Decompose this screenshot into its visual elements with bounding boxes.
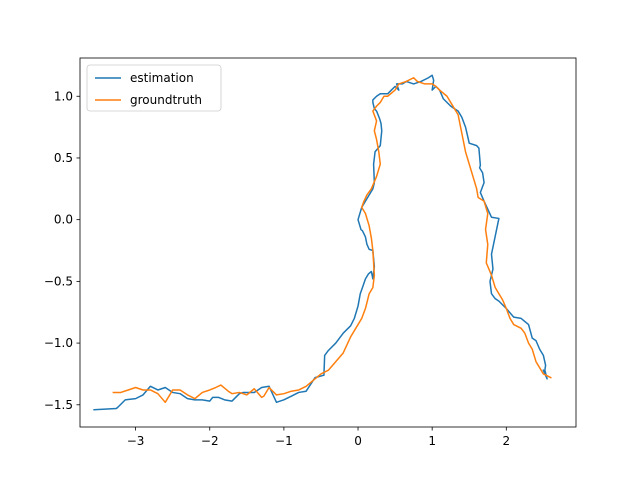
y-tick-label: −1.5 — [44, 398, 73, 412]
plot-area — [93, 74, 552, 411]
x-tick-label: −1 — [275, 434, 293, 448]
y-tick-label: −0.5 — [44, 274, 73, 288]
legend-label-groundtruth: groundtruth — [130, 93, 202, 107]
x-tick-label: 2 — [502, 434, 510, 448]
x-tick-label: 0 — [354, 434, 362, 448]
axes-frame — [79, 57, 577, 428]
legend-label-estimation: estimation — [130, 71, 194, 85]
y-tick-label: 1.0 — [54, 89, 73, 103]
x-tick-label: 1 — [428, 434, 436, 448]
x-tick-label: −3 — [127, 434, 145, 448]
y-tick-label: 0.0 — [54, 213, 73, 227]
x-tick-label: −2 — [201, 434, 219, 448]
y-tick-label: 0.5 — [54, 151, 73, 165]
axes: −3 −2 −1 0 1 2 −1.5 −1.0 −0.5 0.0 0.5 1.0 — [44, 57, 577, 448]
y-tick-label: −1.0 — [44, 336, 73, 350]
series-line-groundtruth — [112, 77, 552, 404]
legend: estimation groundtruth — [86, 64, 222, 112]
